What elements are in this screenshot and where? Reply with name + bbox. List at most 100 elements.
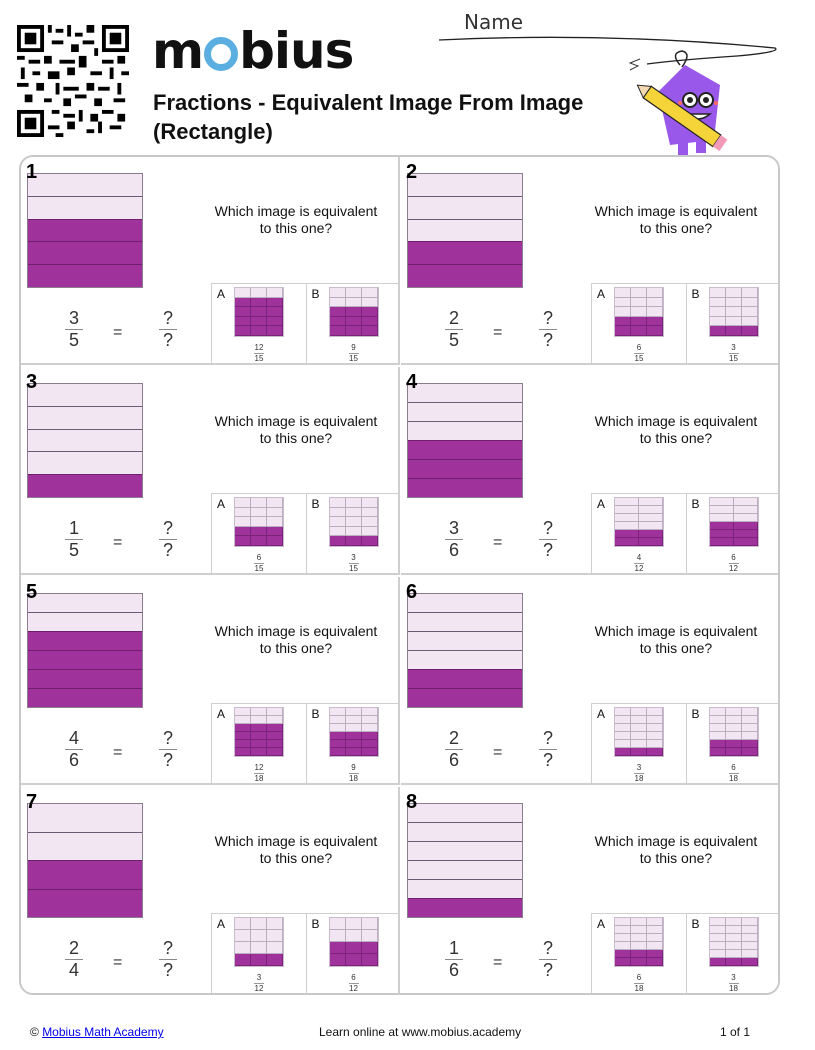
unknown-fraction[interactable]: ?? — [539, 309, 557, 350]
grid-cell — [267, 288, 283, 298]
grid-cell — [725, 326, 742, 336]
grid-cell — [329, 307, 346, 317]
grid-cell — [615, 538, 639, 546]
option-a[interactable]: A 3 12 — [212, 914, 307, 993]
grid-cell — [709, 708, 726, 716]
option-fraction-image — [328, 707, 379, 757]
option-fraction-label: 3 18 — [634, 763, 644, 783]
option-fraction-image — [328, 287, 379, 337]
grid-cell — [345, 498, 362, 508]
option-b[interactable]: B 3 15 — [307, 494, 401, 575]
grid-cell — [329, 930, 346, 942]
grid-cell — [235, 517, 251, 527]
option-a[interactable]: A 6 18 — [592, 914, 687, 993]
answer-options: A 12 15 B 9 15 — [211, 283, 400, 365]
option-fraction-label: 12 15 — [254, 343, 264, 363]
unshaded-band — [28, 405, 142, 429]
grid-cell — [647, 708, 663, 716]
unshaded-band — [408, 421, 522, 440]
shaded-band — [408, 440, 522, 459]
name-label: Name — [464, 10, 524, 34]
grid-cell — [267, 526, 283, 537]
grid-cell — [733, 498, 758, 506]
unshaded-band — [408, 384, 522, 402]
grid-cell — [361, 498, 378, 508]
grid-cell — [251, 288, 267, 298]
option-b[interactable]: B 6 12 — [687, 494, 779, 575]
unknown-fraction[interactable]: ?? — [539, 939, 557, 980]
option-a[interactable]: A 3 18 — [592, 704, 687, 785]
grid-cell — [615, 530, 639, 538]
option-a[interactable]: A 12 15 — [212, 284, 307, 365]
grid-cell — [251, 498, 267, 508]
option-b[interactable]: B 3 18 — [687, 914, 779, 993]
question-text: Which image is equivalent to this one? — [214, 833, 378, 866]
grid-cell — [329, 716, 346, 724]
option-a[interactable]: A 4 12 — [592, 494, 687, 575]
option-fraction-label: 3 18 — [728, 973, 739, 993]
grid-cell — [267, 724, 283, 732]
unknown-fraction[interactable]: ?? — [159, 519, 177, 560]
option-fraction-image — [708, 497, 759, 547]
unshaded-band — [408, 860, 522, 879]
answer-options: A 3 12 B 6 12 — [211, 913, 401, 993]
option-letter: A — [597, 497, 606, 511]
option-a[interactable]: A 6 15 — [212, 494, 307, 575]
problem-number: 5 — [26, 581, 38, 603]
option-a[interactable]: A 12 18 — [212, 704, 307, 785]
shaded-band — [28, 650, 142, 669]
grid-cell — [741, 716, 758, 724]
grid-cell — [741, 740, 758, 748]
question-text: Which image is equivalent to this one? — [214, 413, 378, 446]
unknown-fraction[interactable]: ?? — [539, 519, 557, 560]
grid-cell — [361, 740, 378, 748]
grid-cell — [709, 316, 726, 327]
answer-options: A 4 12 B 6 12 — [591, 493, 779, 575]
shaded-band — [408, 688, 522, 707]
unknown-fraction[interactable]: ?? — [159, 309, 177, 350]
grid-cell — [647, 926, 663, 934]
option-b[interactable]: B 9 15 — [307, 284, 401, 365]
grid-cell — [251, 507, 267, 518]
grid-cell — [267, 918, 283, 930]
shaded-band — [408, 669, 522, 688]
grid-cell — [647, 316, 663, 327]
problem-number: 3 — [26, 371, 38, 393]
grid-cell — [639, 522, 663, 530]
option-fraction-label: 6 12 — [348, 973, 359, 993]
grid-cell — [639, 514, 663, 522]
option-fraction-image — [614, 287, 664, 337]
fraction-image — [27, 803, 143, 918]
grid-cell — [267, 307, 283, 317]
unshaded-band — [28, 594, 142, 612]
option-b[interactable]: B 6 12 — [307, 914, 401, 993]
grid-cell — [345, 918, 362, 930]
unknown-fraction[interactable]: ?? — [159, 939, 177, 980]
grid-cell — [329, 517, 346, 527]
unknown-fraction[interactable]: ?? — [159, 729, 177, 770]
grid-cell — [615, 724, 631, 732]
grid-cell — [725, 288, 742, 298]
option-b[interactable]: B 6 18 — [687, 704, 779, 785]
grid-cell — [329, 316, 346, 327]
grid-cell — [235, 724, 251, 732]
grid-cell — [251, 930, 267, 942]
grid-cell — [615, 316, 631, 327]
unknown-fraction[interactable]: ?? — [539, 729, 557, 770]
grid-cell — [647, 326, 663, 336]
option-b[interactable]: B 9 18 — [307, 704, 401, 785]
option-letter: B — [311, 917, 320, 931]
worksheet-title: Fractions - Equivalent Image From Image … — [153, 90, 584, 144]
option-a[interactable]: A 6 15 — [592, 284, 687, 365]
mobius-academy-link[interactable]: Mobius Math Academy — [42, 1025, 164, 1039]
grid-cell — [361, 326, 378, 336]
option-b[interactable]: B 3 15 — [687, 284, 779, 365]
grid-cell — [709, 934, 726, 942]
question-text: Which image is equivalent to this one? — [594, 413, 758, 446]
grid-cell — [631, 326, 647, 336]
grid-cell — [329, 536, 346, 546]
grid-cell — [741, 950, 758, 958]
grid-cell — [647, 307, 663, 317]
